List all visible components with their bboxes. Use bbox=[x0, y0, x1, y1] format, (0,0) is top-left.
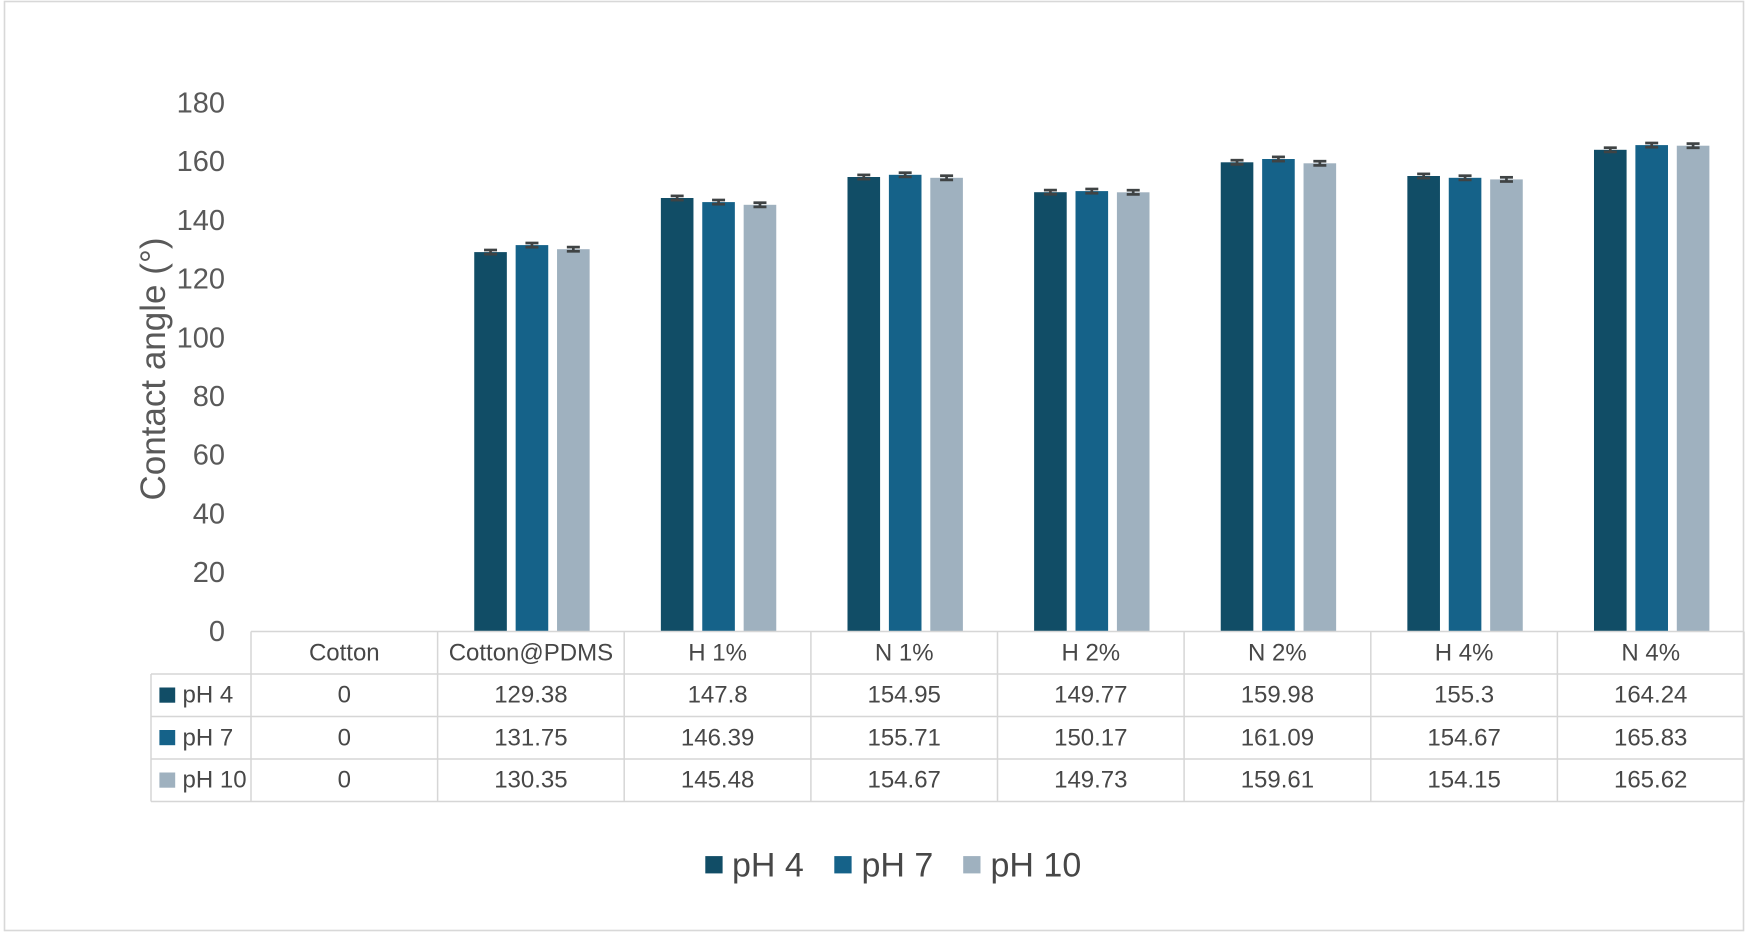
svg-text:0: 0 bbox=[338, 767, 351, 794]
svg-text:147.8: 147.8 bbox=[688, 682, 748, 709]
svg-text:pH 4: pH 4 bbox=[732, 847, 804, 885]
svg-text:131.75: 131.75 bbox=[494, 724, 567, 751]
svg-text:pH 7: pH 7 bbox=[862, 847, 934, 885]
svg-text:154.15: 154.15 bbox=[1427, 767, 1500, 794]
svg-text:0: 0 bbox=[338, 682, 351, 709]
svg-text:154.95: 154.95 bbox=[867, 682, 940, 709]
svg-text:N 2%: N 2% bbox=[1248, 639, 1307, 666]
svg-text:160: 160 bbox=[177, 146, 225, 178]
svg-text:154.67: 154.67 bbox=[867, 767, 940, 794]
svg-text:pH 10: pH 10 bbox=[991, 847, 1082, 885]
svg-text:N 1%: N 1% bbox=[875, 639, 934, 666]
svg-text:Contact angle (°): Contact angle (°) bbox=[134, 237, 173, 500]
svg-text:H 4%: H 4% bbox=[1435, 639, 1494, 666]
svg-text:Cotton@PDMS: Cotton@PDMS bbox=[449, 639, 613, 666]
svg-text:pH 7: pH 7 bbox=[183, 724, 234, 751]
svg-text:pH 10: pH 10 bbox=[183, 767, 247, 794]
svg-text:140: 140 bbox=[177, 205, 225, 237]
svg-text:20: 20 bbox=[193, 557, 225, 589]
svg-text:pH 4: pH 4 bbox=[183, 682, 234, 709]
svg-text:H 2%: H 2% bbox=[1061, 639, 1120, 666]
svg-text:180: 180 bbox=[177, 88, 225, 120]
svg-text:0: 0 bbox=[209, 616, 225, 648]
svg-text:155.3: 155.3 bbox=[1434, 682, 1494, 709]
svg-text:149.73: 149.73 bbox=[1054, 767, 1127, 794]
svg-text:159.61: 159.61 bbox=[1241, 767, 1314, 794]
svg-text:145.48: 145.48 bbox=[681, 767, 754, 794]
svg-text:159.98: 159.98 bbox=[1241, 682, 1314, 709]
svg-text:165.62: 165.62 bbox=[1614, 767, 1687, 794]
svg-text:130.35: 130.35 bbox=[494, 767, 567, 794]
svg-text:N 4%: N 4% bbox=[1621, 639, 1680, 666]
svg-text:155.71: 155.71 bbox=[867, 724, 940, 751]
svg-text:100: 100 bbox=[177, 322, 225, 354]
svg-text:0: 0 bbox=[338, 724, 351, 751]
svg-text:161.09: 161.09 bbox=[1241, 724, 1314, 751]
svg-text:120: 120 bbox=[177, 264, 225, 296]
svg-text:149.77: 149.77 bbox=[1054, 682, 1127, 709]
svg-text:40: 40 bbox=[193, 498, 225, 530]
svg-text:H 1%: H 1% bbox=[688, 639, 747, 666]
svg-text:146.39: 146.39 bbox=[681, 724, 754, 751]
svg-text:164.24: 164.24 bbox=[1614, 682, 1687, 709]
svg-text:165.83: 165.83 bbox=[1614, 724, 1687, 751]
svg-text:150.17: 150.17 bbox=[1054, 724, 1127, 751]
svg-text:60: 60 bbox=[193, 440, 225, 472]
svg-text:154.67: 154.67 bbox=[1427, 724, 1500, 751]
svg-text:Cotton: Cotton bbox=[309, 639, 380, 666]
svg-text:129.38: 129.38 bbox=[494, 682, 567, 709]
svg-text:80: 80 bbox=[193, 381, 225, 413]
